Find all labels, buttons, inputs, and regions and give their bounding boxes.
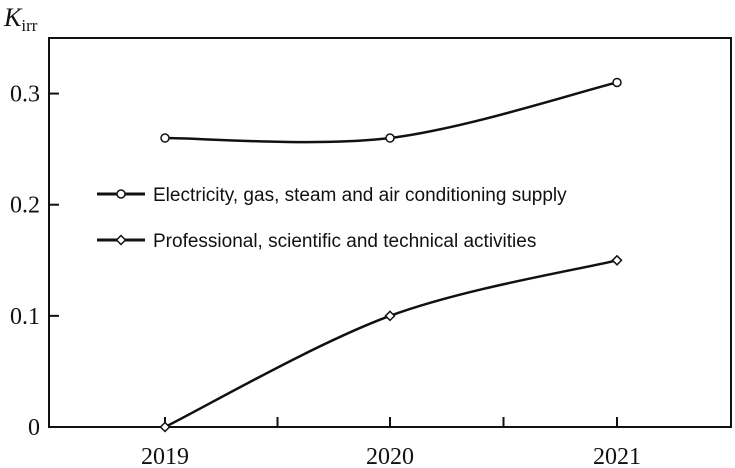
series-markers <box>159 77 623 433</box>
legend-label-1: Electricity, gas, steam and air conditio… <box>153 185 567 206</box>
y-axis-label: Kirr <box>3 3 38 35</box>
y-axis-label-main: K <box>3 3 23 32</box>
x-tick-label: 2020 <box>366 444 414 468</box>
axis-ticks: 0 0.1 0.2 0.3 2019 2020 2021 <box>10 82 641 468</box>
legend: Electricity, gas, steam and air conditio… <box>97 185 567 252</box>
x-tick-label: 2021 <box>593 444 641 468</box>
y-tick-label: 0.2 <box>10 193 40 219</box>
data-point-series-1 <box>385 133 395 143</box>
y-axis-label-sub: irr <box>21 16 37 35</box>
y-tick-label: 0 <box>28 415 40 441</box>
series-line-1 <box>164 81 618 144</box>
y-tick-label: 0.3 <box>10 82 40 108</box>
legend-label-2: Professional, scientific and technical a… <box>153 231 536 252</box>
y-tick-label: 0.1 <box>10 304 40 330</box>
series-line-2 <box>164 259 618 429</box>
legend-marker-2 <box>115 234 127 246</box>
legend-marker-1 <box>116 189 126 199</box>
data-point-series-1 <box>160 133 170 143</box>
data-point-series-2 <box>611 254 623 266</box>
data-point-series-1 <box>612 77 622 88</box>
data-point-series-2 <box>384 310 396 322</box>
x-tick-label: 2019 <box>141 444 189 468</box>
data-point-series-2 <box>159 421 171 433</box>
